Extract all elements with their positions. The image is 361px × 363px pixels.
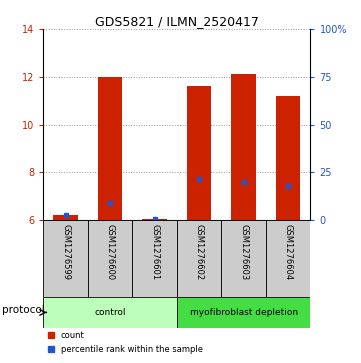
Bar	[98, 77, 122, 220]
Text: myofibroblast depletion: myofibroblast depletion	[190, 308, 298, 317]
Text: GSM1276599: GSM1276599	[61, 224, 70, 280]
Text: GSM1276601: GSM1276601	[150, 224, 159, 280]
Text: GSM1276604: GSM1276604	[284, 224, 293, 280]
Bar	[53, 215, 78, 220]
Text: control: control	[94, 308, 126, 317]
Bar	[132, 220, 177, 297]
Bar	[177, 220, 221, 297]
Text: percentile rank within the sample: percentile rank within the sample	[61, 345, 203, 354]
Text: protocol: protocol	[2, 305, 44, 315]
Text: GSM1276600: GSM1276600	[106, 224, 114, 280]
Bar	[276, 96, 300, 220]
Bar	[43, 297, 177, 328]
Text: GSM1276603: GSM1276603	[239, 224, 248, 280]
Bar	[88, 220, 132, 297]
Bar	[231, 74, 256, 220]
Bar	[221, 220, 266, 297]
Bar	[187, 86, 212, 220]
Bar	[142, 219, 167, 220]
Text: count: count	[61, 331, 84, 340]
Bar	[43, 220, 88, 297]
Title: GDS5821 / ILMN_2520417: GDS5821 / ILMN_2520417	[95, 15, 259, 28]
Text: GSM1276602: GSM1276602	[195, 224, 204, 280]
Bar	[177, 297, 310, 328]
Bar	[266, 220, 310, 297]
